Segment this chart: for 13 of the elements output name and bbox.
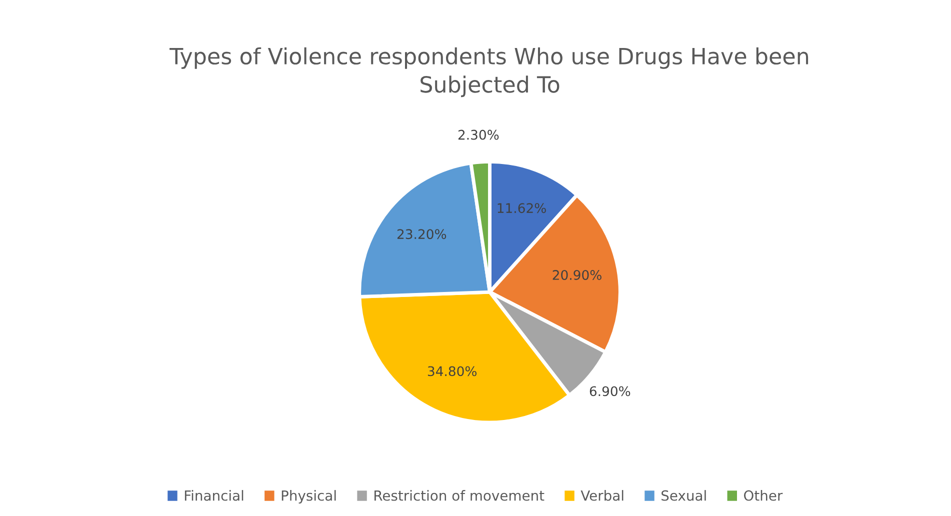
data-label: 34.80%	[428, 366, 477, 376]
data-label: 11.62%	[498, 203, 546, 214]
legend-label: Other	[744, 490, 783, 501]
data-label: 20.90%	[552, 270, 602, 280]
data-label: 6.90%	[590, 386, 630, 396]
data-label: 23.20%	[397, 229, 446, 240]
legend-label: Sexual	[662, 490, 706, 501]
chart-title: Types of Violence respondents Who use Drugs Have been Subjected To	[170, 47, 808, 98]
data-label: 2.30%	[458, 130, 499, 140]
legend-label: Financial	[184, 490, 244, 501]
legend-label: Verbal	[580, 490, 624, 501]
legend-label: Physical	[282, 490, 336, 504]
legend-label: Restriction of movement	[374, 490, 544, 501]
